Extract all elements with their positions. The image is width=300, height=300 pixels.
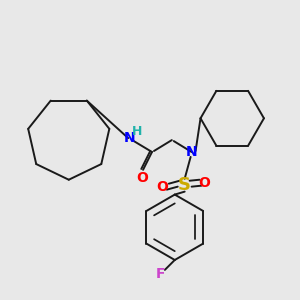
Text: O: O xyxy=(156,180,168,194)
Text: F: F xyxy=(156,267,166,281)
Text: S: S xyxy=(178,176,191,194)
Text: O: O xyxy=(136,171,148,185)
Text: O: O xyxy=(199,176,210,190)
Text: N: N xyxy=(123,131,135,145)
Text: H: H xyxy=(132,125,142,138)
Text: N: N xyxy=(186,145,197,159)
